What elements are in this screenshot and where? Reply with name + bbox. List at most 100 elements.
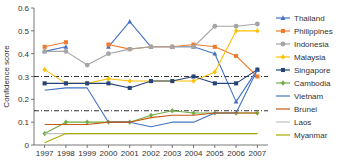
reference-line xyxy=(34,76,268,77)
point-marker xyxy=(149,45,153,49)
point-marker xyxy=(170,44,175,49)
point-marker xyxy=(149,78,153,83)
reference-line xyxy=(34,110,268,111)
point-marker xyxy=(149,44,154,49)
point-marker xyxy=(213,69,217,74)
y-tick xyxy=(31,8,34,9)
x-tick xyxy=(108,145,109,148)
point-marker xyxy=(43,45,47,49)
point-marker xyxy=(42,49,47,54)
point-marker xyxy=(192,74,196,78)
point-marker xyxy=(127,19,132,24)
x-tick xyxy=(257,145,258,148)
point-marker xyxy=(234,54,238,58)
legend-marker xyxy=(281,54,285,59)
x-tick-label: 2002 xyxy=(142,149,160,158)
point-marker xyxy=(170,108,174,113)
point-marker xyxy=(106,81,110,85)
y-tick xyxy=(31,122,34,123)
point-marker xyxy=(212,51,217,56)
point-marker xyxy=(64,81,68,85)
x-tick-label: 2007 xyxy=(248,149,266,158)
point-marker xyxy=(191,44,196,49)
y-tick xyxy=(31,53,34,54)
point-marker xyxy=(128,78,132,83)
x-tick-label: 1997 xyxy=(36,149,54,158)
point-marker xyxy=(212,24,217,29)
legend-marker xyxy=(281,15,286,20)
point-marker xyxy=(170,78,174,83)
x-tick xyxy=(129,145,130,148)
y-tick-label: 0 xyxy=(25,141,30,150)
point-marker xyxy=(170,45,174,49)
x-tick-label: 2005 xyxy=(206,149,224,158)
x-tick-label: 1999 xyxy=(78,149,96,158)
series-line xyxy=(45,70,258,127)
y-tick-label: 0.3 xyxy=(18,73,30,82)
x-tick-label: 2004 xyxy=(185,149,203,158)
y-tick-label: 0.5 xyxy=(18,27,30,36)
x-tick-label: 1998 xyxy=(57,149,75,158)
legend-label: Indonesia xyxy=(294,40,329,49)
series-line xyxy=(45,22,258,102)
legend-swatch xyxy=(276,121,290,122)
y-tick xyxy=(31,99,34,100)
point-marker xyxy=(191,78,195,83)
point-marker xyxy=(170,44,175,49)
plot-area xyxy=(34,19,268,143)
point-marker xyxy=(255,74,259,78)
x-tick xyxy=(214,145,215,148)
x-tick-label: 2006 xyxy=(227,149,245,158)
point-marker xyxy=(170,79,174,83)
legend-label: Myanmar xyxy=(294,131,328,140)
point-marker xyxy=(255,28,259,33)
legend-label: Brunei xyxy=(294,105,317,114)
legend-label: Laos xyxy=(294,118,311,127)
point-marker xyxy=(149,79,153,83)
x-tick xyxy=(193,145,194,148)
legend-marker xyxy=(281,80,285,85)
x-tick xyxy=(65,145,66,148)
y-tick xyxy=(31,76,34,77)
point-marker xyxy=(42,49,47,54)
legend-swatch xyxy=(276,134,290,135)
y-tick xyxy=(31,145,34,146)
point-marker xyxy=(64,44,69,49)
y-axis-label: Confidence score xyxy=(2,45,11,108)
y-tick-label: 0.2 xyxy=(18,95,30,104)
y-tick-label: 0.4 xyxy=(18,50,30,59)
legend: Thailand Philippines Indonesia Malaysia Sing… xyxy=(276,14,333,140)
legend-label: Singapore xyxy=(294,66,331,75)
legend-swatch xyxy=(276,108,290,109)
point-marker xyxy=(85,81,89,86)
point-marker xyxy=(255,22,260,27)
y-tick-label: 0.6 xyxy=(18,4,30,13)
point-marker xyxy=(234,24,239,29)
point-marker xyxy=(42,67,46,72)
series-line xyxy=(45,31,258,84)
series-line xyxy=(45,24,258,65)
legend-label: Vietnam xyxy=(294,92,324,101)
legend-label: Thailand xyxy=(294,14,325,23)
legend-marker xyxy=(281,42,286,47)
legend-label: Philippines xyxy=(294,27,333,36)
legend-label: Malaysia xyxy=(294,53,326,62)
point-marker xyxy=(128,86,132,90)
x-tick-label: 2003 xyxy=(163,149,181,158)
point-marker xyxy=(149,44,154,49)
point-marker xyxy=(64,49,69,54)
series-line xyxy=(45,111,258,134)
y-tick xyxy=(31,30,34,31)
point-marker xyxy=(106,51,111,56)
point-marker xyxy=(64,40,68,44)
series-line xyxy=(45,113,258,124)
point-marker xyxy=(234,99,239,104)
legend-marker xyxy=(281,29,285,33)
point-marker xyxy=(64,81,68,86)
point-marker xyxy=(213,45,217,49)
x-tick xyxy=(236,145,237,148)
x-tick-label: 2001 xyxy=(121,149,139,158)
chart: 00.10.20.30.40.50.6199719981999200020012… xyxy=(0,0,349,161)
x-tick-label: 2000 xyxy=(100,149,118,158)
x-tick xyxy=(44,145,45,148)
